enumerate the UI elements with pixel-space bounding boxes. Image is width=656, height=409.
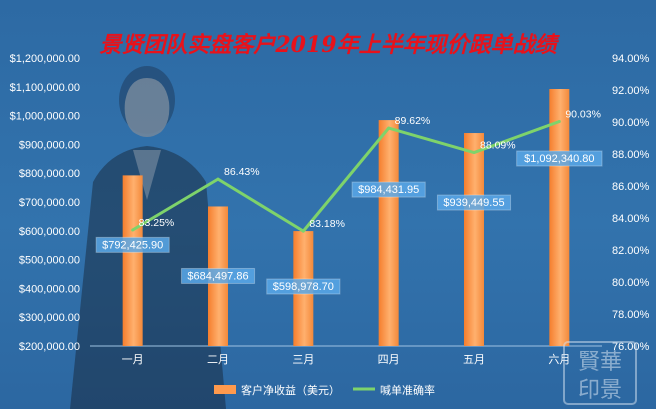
bar-value-label: $984,431.95	[358, 184, 419, 196]
bar-value-label-box	[516, 150, 603, 167]
x-category-label: 六月	[548, 353, 570, 366]
bar-value-label: $684,497.86	[187, 270, 248, 282]
accuracy-point	[472, 151, 476, 155]
y-right-tick-label: 88.00%	[612, 149, 650, 161]
y-left-tick-label: $1,200,000.00	[10, 53, 80, 65]
bar-value-label-box	[266, 278, 341, 295]
y-right-tick-label: 78.00%	[612, 309, 650, 321]
bar-value-label-box	[95, 236, 170, 253]
x-category-label: 五月	[463, 353, 485, 366]
y-left-tick-label: $500,000.00	[19, 255, 80, 267]
accuracy-value-label: 83.25%	[139, 217, 175, 229]
bar-value-label: $598,978.70	[273, 281, 334, 293]
bar-value-label-box	[351, 181, 426, 198]
y-right-tick-label: 92.00%	[612, 85, 650, 97]
bar-series: $792,425.90 $684,497.86 $598,978.70 $984,43…	[95, 89, 603, 347]
y-left-tick-label: $200,000.00	[19, 341, 80, 353]
accuracy-value-label: 88.09%	[480, 140, 516, 152]
x-category-label: 四月	[378, 353, 400, 366]
y-left-tick-label: $600,000.00	[19, 226, 80, 238]
background-person-photo	[70, 66, 226, 409]
x-category-label: 二月	[207, 353, 229, 366]
accuracy-line	[131, 120, 560, 233]
y-left-tick-label: $700,000.00	[19, 197, 80, 209]
y-right-tick-label: 80.00%	[612, 277, 650, 289]
y-right-tick-label: 76.00%	[612, 341, 650, 353]
chart-title: 景贤团队实盘客户2019年上半年现价跟单战绩	[99, 32, 560, 58]
line-series: 83.25% 86.43% 83.18% 89.62% 88.09% 90.03%	[131, 109, 601, 233]
y-right-tick-label: 84.00%	[612, 213, 650, 225]
accuracy-point	[301, 229, 305, 233]
bar-value-label: $939,449.55	[443, 197, 504, 209]
legend-bar-swatch	[214, 385, 236, 394]
accuracy-point	[131, 228, 135, 232]
bar-value-label-box	[436, 194, 512, 211]
accuracy-value-label: 89.62%	[395, 115, 431, 127]
bar-value-label: $792,425.90	[102, 239, 163, 251]
y-left-tick-label: $1,000,000.00	[10, 111, 80, 123]
bar	[464, 133, 484, 346]
bar-value-label-box	[180, 267, 256, 284]
watermark-stamp: 賢華 印景	[563, 341, 637, 405]
legend-bar-label: 客户净收益（美元）	[241, 383, 340, 397]
y-left-tick-label: $800,000.00	[19, 168, 80, 180]
x-category-label: 三月	[292, 353, 314, 366]
watermark-line-2: 印景	[578, 378, 622, 403]
y-right-tick-label: 82.00%	[612, 245, 650, 257]
accuracy-value-label: 86.43%	[224, 166, 260, 178]
legend: 客户净收益（美元） 喊单准确率	[214, 383, 435, 397]
y-left-tick-label: $900,000.00	[19, 139, 80, 151]
watermark-line-1: 賢華	[578, 350, 622, 375]
bar	[378, 120, 399, 347]
y-left-tick-label: $400,000.00	[19, 283, 80, 295]
bar	[122, 175, 143, 346]
bar-value-label: $1,092,340.80	[524, 153, 594, 165]
accuracy-point	[557, 120, 561, 124]
legend-line-label: 喊单准确率	[380, 383, 435, 397]
bar	[549, 89, 570, 346]
y-right-tick-label: 86.00%	[612, 181, 650, 193]
y-right-tick-label: 94.00%	[612, 53, 650, 65]
y-right-tick-label: 90.00%	[612, 117, 650, 129]
accuracy-point	[216, 177, 220, 181]
y-left-tick-label: $1,100,000.00	[10, 82, 80, 94]
accuracy-value-label: 83.18%	[309, 218, 345, 230]
x-category-label: 一月	[122, 353, 144, 366]
y-axis-right: 76.00% 78.00% 80.00% 82.00% 84.00% 86.00% 88.0…	[612, 53, 650, 353]
accuracy-value-label: 90.03%	[565, 109, 601, 121]
y-axis-left: $200,000.00 $300,000.00 $400,000.00 $500,00…	[10, 53, 80, 353]
y-left-tick-label: $300,000.00	[19, 312, 80, 324]
accuracy-point	[387, 126, 391, 130]
